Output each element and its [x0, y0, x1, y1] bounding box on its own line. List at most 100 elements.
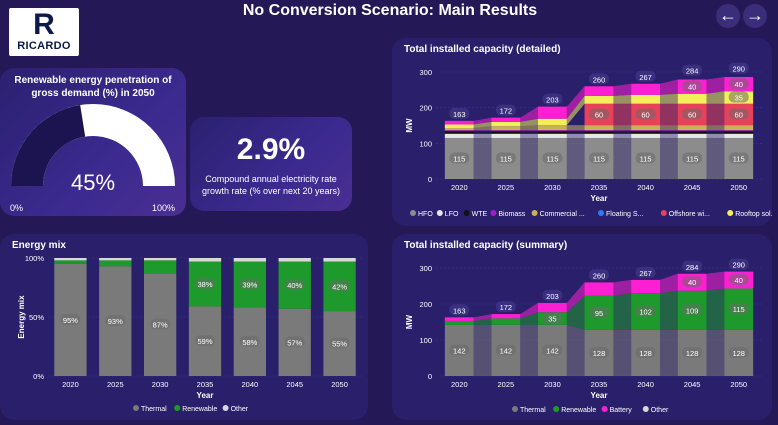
- area-connector: [566, 133, 585, 138]
- data-label: 93%: [108, 317, 123, 326]
- area-connector: [613, 279, 632, 296]
- forward-button[interactable]: →: [743, 4, 767, 28]
- bar-segment: [491, 130, 521, 132]
- legend-item: Offshore wi...: [669, 211, 710, 218]
- data-label: 40: [688, 83, 696, 92]
- area-connector: [566, 137, 585, 179]
- bar-segment: [444, 120, 474, 125]
- bar-segment: [537, 125, 567, 131]
- bar-segment: [491, 131, 521, 134]
- data-label: 95: [595, 309, 603, 318]
- renewable-penetration-card: Renewable energy penetration of gross de…: [0, 68, 186, 216]
- data-label-bg: [542, 152, 563, 164]
- capacity-detailed-chart[interactable]: 0 100 200 300 MW 115 115 115 115 115 115 115 60 60 60 6…: [392, 38, 772, 226]
- area-connector: [613, 329, 632, 376]
- data-label: 40: [735, 80, 743, 89]
- data-label: 87%: [153, 321, 168, 330]
- bar-segment: [444, 127, 474, 131]
- area-connector: [566, 125, 585, 131]
- data-label-bg: [495, 152, 516, 164]
- area-connector: [473, 121, 492, 128]
- data-label: 38%: [197, 280, 212, 289]
- area-connector: [706, 133, 725, 138]
- bar-segment: [631, 130, 661, 132]
- area-connector: [706, 103, 725, 126]
- x-tick-label: 2050: [730, 183, 747, 192]
- legend-marker: [727, 210, 734, 216]
- x-tick-label: 2035: [197, 380, 214, 389]
- bar-segment: [143, 260, 177, 274]
- data-label-bg: [728, 303, 749, 315]
- x-tick-label: 2025: [107, 380, 124, 389]
- capacity-summary-chart[interactable]: 0 100 200 300 MW 142 142 142 128 128 128 128 35 95 102…: [392, 234, 772, 420]
- data-label: 128: [732, 349, 745, 358]
- area-connector: [613, 83, 632, 96]
- bar-segment: [724, 131, 754, 134]
- bar-segment: [537, 118, 567, 126]
- data-label-bg: [449, 152, 470, 164]
- bar-segment: [537, 133, 567, 138]
- bar-segment: [584, 133, 614, 138]
- electricity-rate-card: 2.9% Compound annual electricity rate gr…: [190, 117, 352, 211]
- data-label-bg: [589, 346, 609, 358]
- bar-segment: [99, 258, 132, 261]
- y-tick-label: 100: [419, 139, 432, 148]
- total-label: 163: [453, 110, 466, 119]
- data-label: 142: [453, 346, 466, 355]
- legend-marker: [531, 210, 538, 216]
- bar-segment: [677, 130, 707, 132]
- data-label-bg: [728, 346, 749, 358]
- y-tick-label: 0: [428, 175, 432, 184]
- legend-item: LFO: [445, 211, 459, 218]
- data-label-bg: [589, 108, 609, 120]
- x-tick-label: 2035: [591, 183, 608, 192]
- bar-segment: [537, 131, 567, 134]
- data-label: 42%: [332, 282, 347, 291]
- total-label-bg: [682, 64, 703, 76]
- legend-item: Battery: [610, 407, 633, 414]
- y-axis-label: MW: [405, 314, 414, 329]
- x-tick-label: 2050: [331, 380, 348, 389]
- bar-segment: [631, 94, 661, 104]
- legend-marker: [222, 405, 229, 411]
- legend-marker: [490, 210, 497, 216]
- bar-segment: [631, 125, 661, 131]
- legend-item: Thermal: [141, 406, 167, 413]
- bar-segment: [631, 133, 661, 138]
- x-tick-label: 2040: [242, 380, 259, 389]
- area-connector: [520, 133, 538, 138]
- area-connector: [660, 103, 678, 126]
- bar-segment: [584, 86, 614, 96]
- total-label: 290: [732, 65, 745, 74]
- x-tick-label: 2040: [637, 183, 654, 192]
- area-connector: [706, 271, 725, 291]
- data-label-bg: [728, 78, 749, 90]
- area-connector: [660, 131, 678, 134]
- legend-item: Other: [651, 407, 669, 414]
- legend-marker: [553, 406, 560, 412]
- total-label-bg: [635, 70, 656, 82]
- bar-segment: [188, 258, 222, 262]
- bar-segment: [584, 130, 614, 132]
- data-label-bg: [682, 304, 703, 316]
- area-connector: [473, 130, 492, 132]
- data-label: 115: [593, 154, 605, 163]
- legend-marker: [410, 210, 416, 216]
- bar-segment: [278, 258, 311, 262]
- data-label: 128: [686, 349, 699, 358]
- data-label-bg: [105, 315, 126, 327]
- energy-mix-chart[interactable]: 0% 50% 100% Energy mix 95% 93% 87% 59% 58% 57% 55%…: [0, 234, 368, 420]
- area-connector: [566, 95, 585, 126]
- bar-segment: [444, 130, 474, 132]
- y-tick-label: 0%: [33, 372, 44, 381]
- total-label: 260: [593, 75, 606, 84]
- y-tick-label: 0: [428, 372, 432, 381]
- area-connector: [613, 94, 632, 104]
- back-button[interactable]: ←: [716, 4, 740, 28]
- bar-segment: [54, 258, 87, 261]
- area-connector: [613, 133, 632, 138]
- data-label: 95%: [63, 316, 78, 325]
- total-label-bg: [589, 269, 609, 281]
- bar-segment: [677, 133, 707, 138]
- data-label-bg: [284, 336, 305, 348]
